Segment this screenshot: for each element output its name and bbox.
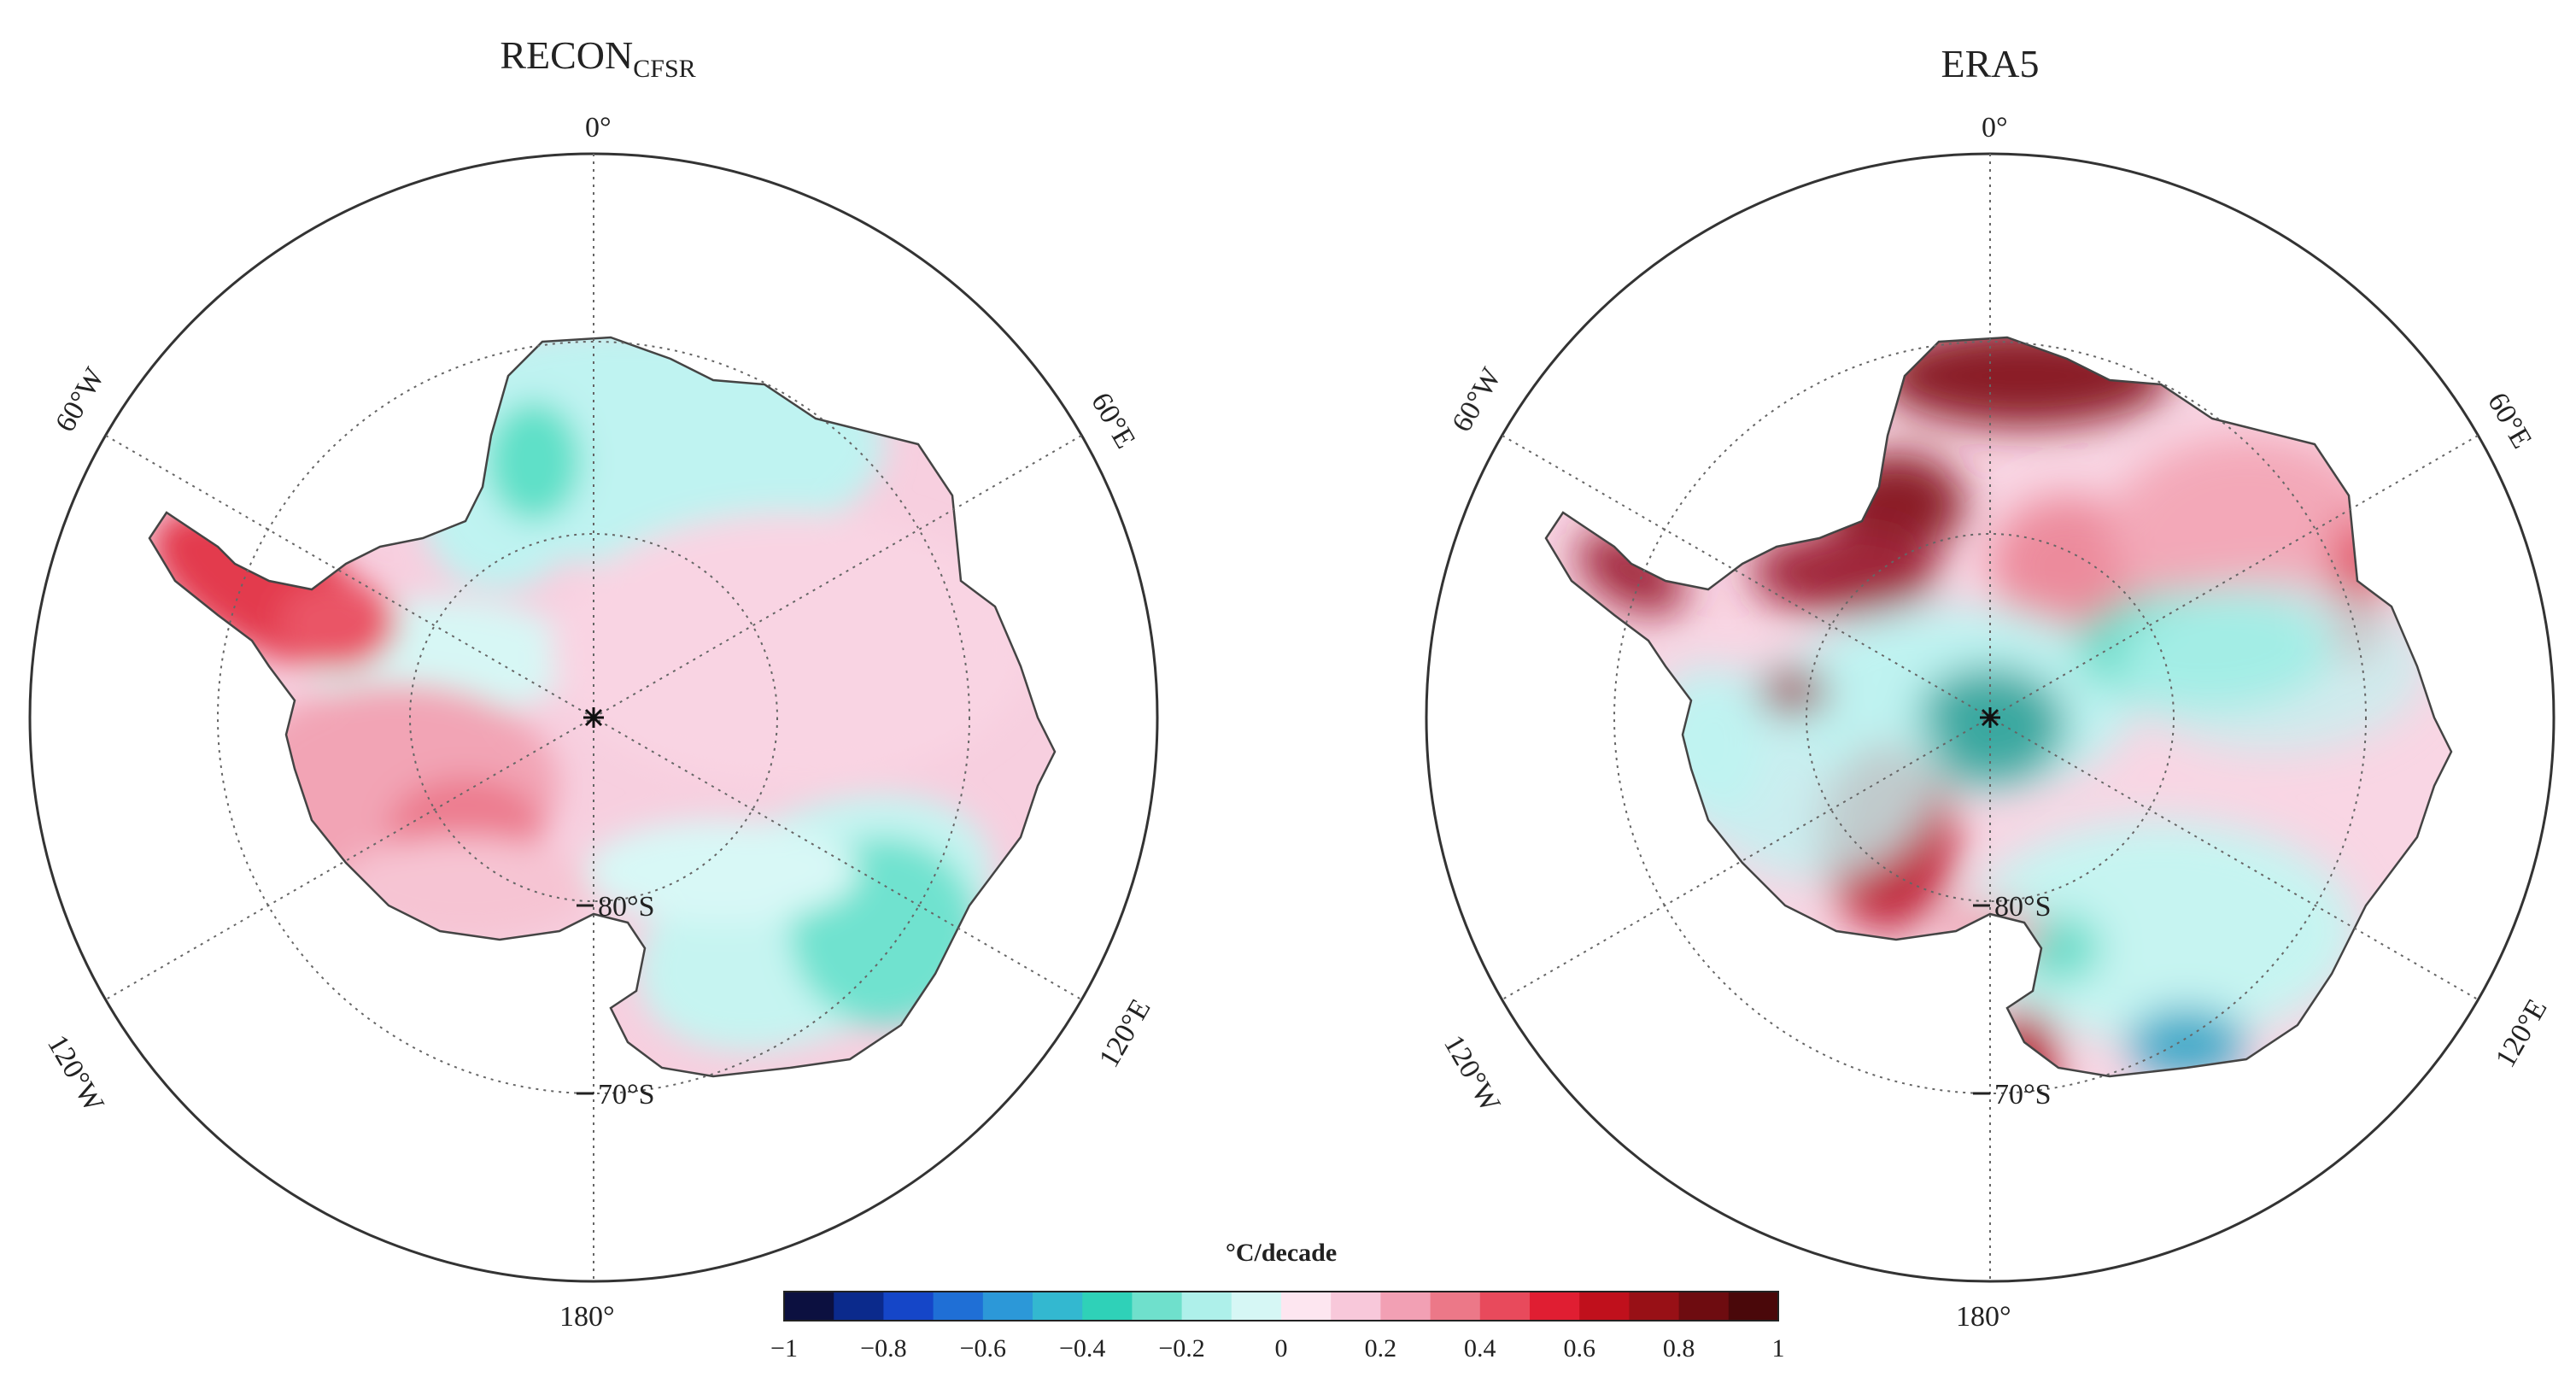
colorbar-swatch: [1281, 1292, 1332, 1321]
colorbar-swatch: [1579, 1292, 1630, 1321]
colorbar-swatch: [1033, 1292, 1083, 1321]
colorbar: [783, 1291, 1779, 1321]
colorbar-tick-label: −0.8: [860, 1334, 907, 1362]
colorbar-tick-label: 0.2: [1364, 1334, 1397, 1362]
pole-marker: [583, 707, 604, 728]
label-120w: 120°W: [1437, 1030, 1507, 1118]
map-panel-era5: 0° 180° 80°S 70°S 60°W 60°E 120°W 120°E: [1425, 112, 2556, 1333]
colorbar-tick-label: −0.4: [1058, 1334, 1106, 1362]
colorbar-swatch: [1678, 1292, 1730, 1321]
label-60e: 60°E: [1085, 388, 1141, 454]
colorbar-tick-label: 0.4: [1464, 1334, 1496, 1362]
colorbar-swatch: [1331, 1292, 1381, 1321]
colorbar-swatch: [933, 1292, 984, 1321]
colorbar-swatch: [834, 1292, 884, 1321]
label-60w: 60°W: [50, 362, 111, 437]
label-60e: 60°E: [2481, 388, 2538, 454]
colorbar-tick-label: 1: [1771, 1334, 1785, 1362]
panel-title-recon: RECONCFSR: [500, 33, 696, 84]
colorbar-swatch: [1479, 1292, 1531, 1321]
colorbar-swatch: [1082, 1292, 1133, 1321]
colorbar-tick-label: −1: [770, 1334, 798, 1362]
colorbar-tick-label: 0: [1274, 1334, 1288, 1362]
colorbar-swatch: [1181, 1292, 1232, 1321]
colorbar-tick-label: 0.8: [1662, 1334, 1695, 1362]
label-80s: 80°S: [598, 891, 655, 923]
colorbar-tick-label: −0.2: [1158, 1334, 1205, 1362]
colorbar-frame: [783, 1291, 1779, 1321]
label-120e: 120°E: [2490, 994, 2554, 1073]
colorbar-swatch: [982, 1292, 1033, 1321]
label-0: 0°: [1982, 112, 2008, 144]
colorbar-swatch: [1380, 1292, 1431, 1321]
map-panel-recon: 0° 180° 80°S 70°S 60°W 60°E 120°W 120°E: [28, 112, 1159, 1333]
colorbar-swatch: [1430, 1292, 1481, 1321]
colorbar-tick-label: 0.6: [1563, 1334, 1595, 1362]
colorbar-swatch: [1132, 1292, 1183, 1321]
colorbar-swatch: [1728, 1292, 1779, 1321]
colorbar-swatch: [1231, 1292, 1282, 1321]
label-60w: 60°W: [1446, 362, 1508, 437]
colorbar-swatch: [1530, 1292, 1580, 1321]
colorbar-swatch: [1629, 1292, 1680, 1321]
label-180: 180°: [1956, 1301, 2011, 1333]
colorbar-tick-label: −0.6: [959, 1334, 1006, 1362]
colorbar-title: °C/decade: [1225, 1239, 1338, 1267]
label-180: 180°: [559, 1301, 615, 1333]
panel-title-era5: ERA5: [1941, 42, 2040, 85]
pole-marker: [1980, 707, 2000, 728]
label-80s: 80°S: [1994, 891, 2052, 923]
label-120e: 120°E: [1093, 994, 1157, 1073]
label-120w: 120°W: [41, 1030, 110, 1118]
colorbar-swatch: [883, 1292, 934, 1321]
label-70s: 70°S: [598, 1079, 655, 1111]
colorbar-swatch: [784, 1292, 834, 1321]
label-70s: 70°S: [1994, 1079, 2052, 1111]
label-0: 0°: [585, 112, 612, 144]
